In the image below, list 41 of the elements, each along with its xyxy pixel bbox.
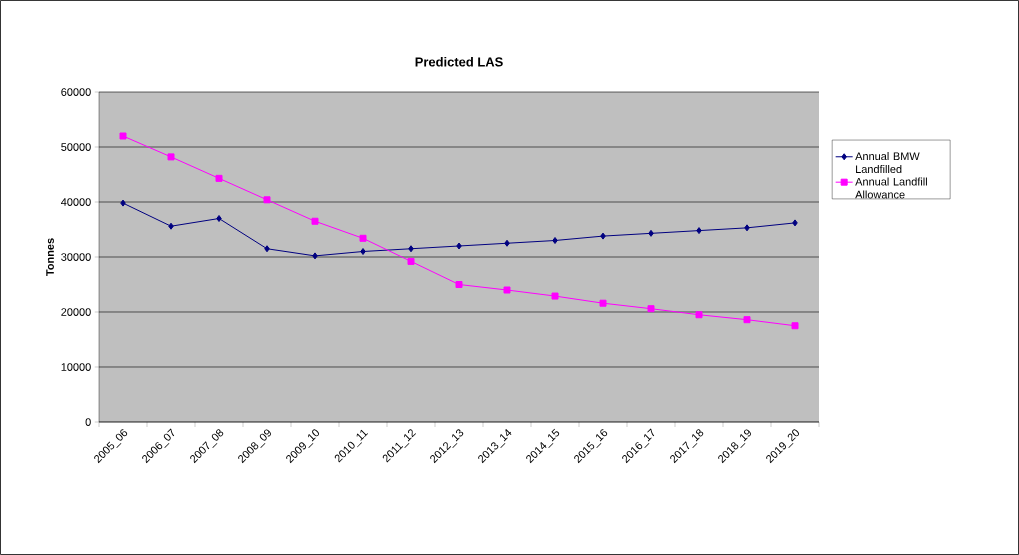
point [263,196,271,204]
y-tick-label: 0 [85,418,91,426]
point [215,174,223,182]
legend-label: Annual Landfill Allowance [855,177,927,199]
point [743,316,751,324]
point [408,245,414,253]
y-tick-label: 60000 [61,88,91,96]
point [312,252,318,260]
y-tick-label: 30000 [61,253,91,261]
point [791,322,799,330]
point [360,248,366,255]
y-axis-title: Tonnes [46,238,54,276]
point [648,229,654,237]
y-tick-label: 10000 [61,363,91,371]
y-tick-label: 20000 [61,308,91,316]
point [600,232,606,240]
y-tick-label: 40000 [61,198,91,206]
point [168,222,174,230]
point [744,224,750,232]
legend-label: Annual BMW Landfilled [855,152,920,174]
point [599,299,607,307]
point [407,257,415,265]
point [792,219,798,227]
point [455,281,463,288]
point [359,234,367,242]
point [311,217,319,225]
point [456,242,462,250]
point [551,292,559,300]
point [695,311,703,319]
point [216,215,222,222]
point [120,199,126,207]
point [119,132,127,140]
point [696,227,702,235]
chart-title: Predicted LAS [415,56,503,67]
y-tick-label: 50000 [61,143,91,151]
point [552,237,558,244]
point [264,245,270,253]
point [647,305,655,313]
point [167,153,175,161]
point [504,239,510,247]
point [503,286,511,294]
